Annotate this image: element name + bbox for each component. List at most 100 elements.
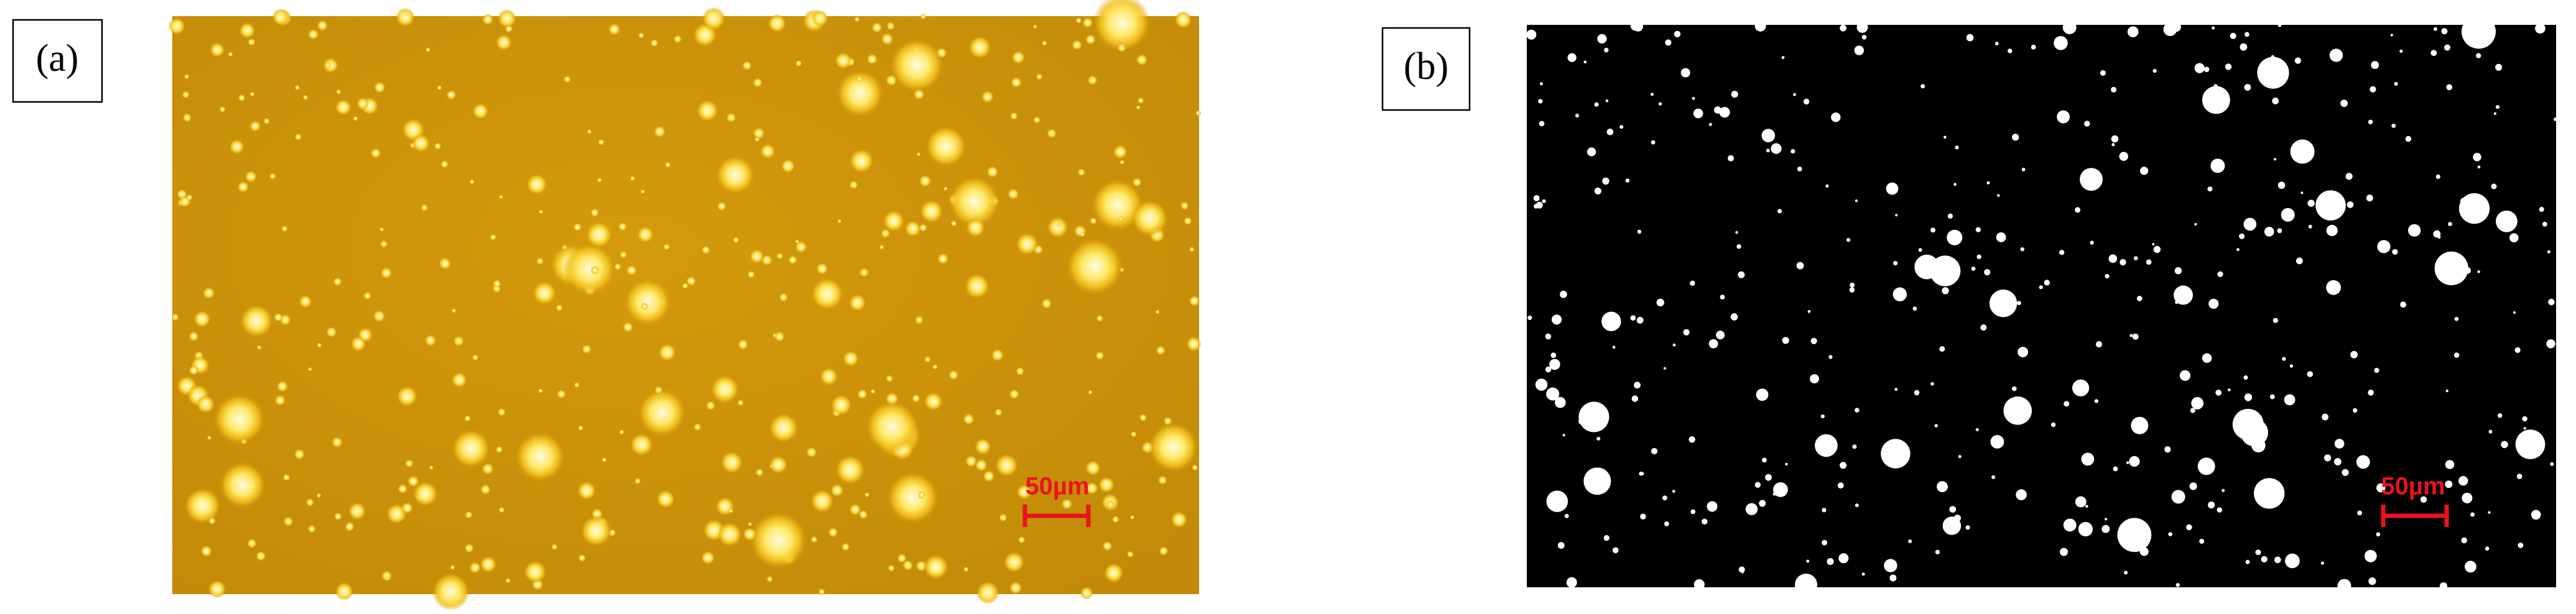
particle — [986, 165, 999, 178]
particle — [2445, 389, 2449, 393]
particle — [1103, 563, 1124, 583]
particle — [2208, 298, 2219, 309]
particle — [1188, 246, 1195, 252]
particle — [1113, 145, 1128, 159]
particle — [1912, 306, 1917, 311]
particle — [437, 85, 442, 91]
particle — [1708, 339, 1718, 349]
particle — [353, 116, 358, 121]
particle — [702, 245, 711, 255]
particle — [2197, 457, 2215, 475]
particle — [619, 250, 628, 259]
particle — [2244, 84, 2251, 91]
particle — [2444, 44, 2450, 51]
particle — [1807, 309, 1811, 313]
particle — [2186, 524, 2192, 531]
particle — [1914, 390, 1920, 396]
particle — [2072, 379, 2090, 396]
particle — [526, 173, 547, 195]
particle — [1651, 447, 1658, 455]
particle — [924, 356, 931, 363]
particle — [1756, 388, 1769, 401]
particle — [1730, 313, 1738, 321]
particle — [1630, 21, 1641, 31]
particle — [2285, 553, 2300, 569]
particle — [1560, 290, 1567, 298]
particle — [2322, 413, 2329, 421]
particle — [239, 304, 274, 338]
particle — [2090, 241, 2094, 245]
particle — [1085, 34, 1096, 45]
particle — [249, 91, 255, 97]
particle — [999, 513, 1008, 522]
particle — [2212, 26, 2215, 30]
particle — [1939, 346, 1945, 352]
particle — [2294, 57, 2301, 64]
particle — [1773, 482, 1788, 497]
particle — [1047, 128, 1057, 139]
particle — [1557, 542, 1565, 549]
particle — [326, 326, 337, 338]
particle — [2414, 227, 2417, 230]
particle — [1041, 298, 1052, 309]
particle — [2132, 333, 2139, 340]
particle — [856, 75, 863, 83]
particle — [1137, 97, 1144, 104]
particle — [1634, 382, 1641, 389]
particle — [1658, 102, 1662, 106]
particle — [1157, 475, 1167, 485]
particle — [865, 400, 919, 454]
particle — [1984, 268, 1991, 276]
particle — [563, 242, 616, 295]
particle — [1603, 535, 1610, 541]
particle — [2031, 45, 2036, 50]
particle — [2364, 549, 2377, 562]
particle — [356, 97, 369, 110]
particle — [1998, 305, 2003, 309]
particle — [2057, 110, 2070, 124]
particle — [943, 186, 948, 191]
particle — [1980, 324, 1987, 331]
particle — [1061, 498, 1073, 510]
particle — [737, 399, 744, 406]
particle — [317, 342, 322, 348]
particle — [1111, 515, 1119, 523]
particle — [795, 241, 807, 253]
particle — [573, 222, 582, 232]
particle — [433, 142, 442, 150]
particle — [1550, 352, 1557, 358]
particle — [2194, 63, 2205, 73]
particle — [1136, 105, 1141, 110]
particle — [654, 386, 663, 395]
particle — [495, 34, 512, 51]
particle — [317, 20, 328, 31]
particle — [1184, 216, 1192, 226]
particle — [1011, 76, 1022, 88]
particle — [281, 225, 288, 232]
particle — [1690, 509, 1695, 515]
particle — [385, 576, 390, 581]
particle — [640, 189, 646, 194]
particle — [1080, 231, 1085, 237]
particle — [1944, 135, 1947, 139]
particle — [2164, 446, 2171, 453]
particle — [2491, 183, 2497, 190]
particle — [1096, 314, 1103, 322]
particle — [182, 113, 192, 122]
particle — [1975, 227, 1981, 232]
particle — [2120, 259, 2126, 266]
particle — [1637, 229, 1642, 234]
particle — [656, 490, 675, 508]
particle — [1692, 97, 1695, 100]
particle — [1139, 413, 1147, 422]
particle — [1997, 194, 2000, 197]
particle — [2523, 427, 2526, 430]
particle — [2232, 408, 2264, 440]
particle — [638, 32, 644, 39]
particle — [1003, 551, 1025, 573]
particle — [776, 252, 784, 260]
particle — [1056, 222, 1062, 228]
particle — [1797, 167, 1802, 172]
particle — [2105, 518, 2108, 521]
